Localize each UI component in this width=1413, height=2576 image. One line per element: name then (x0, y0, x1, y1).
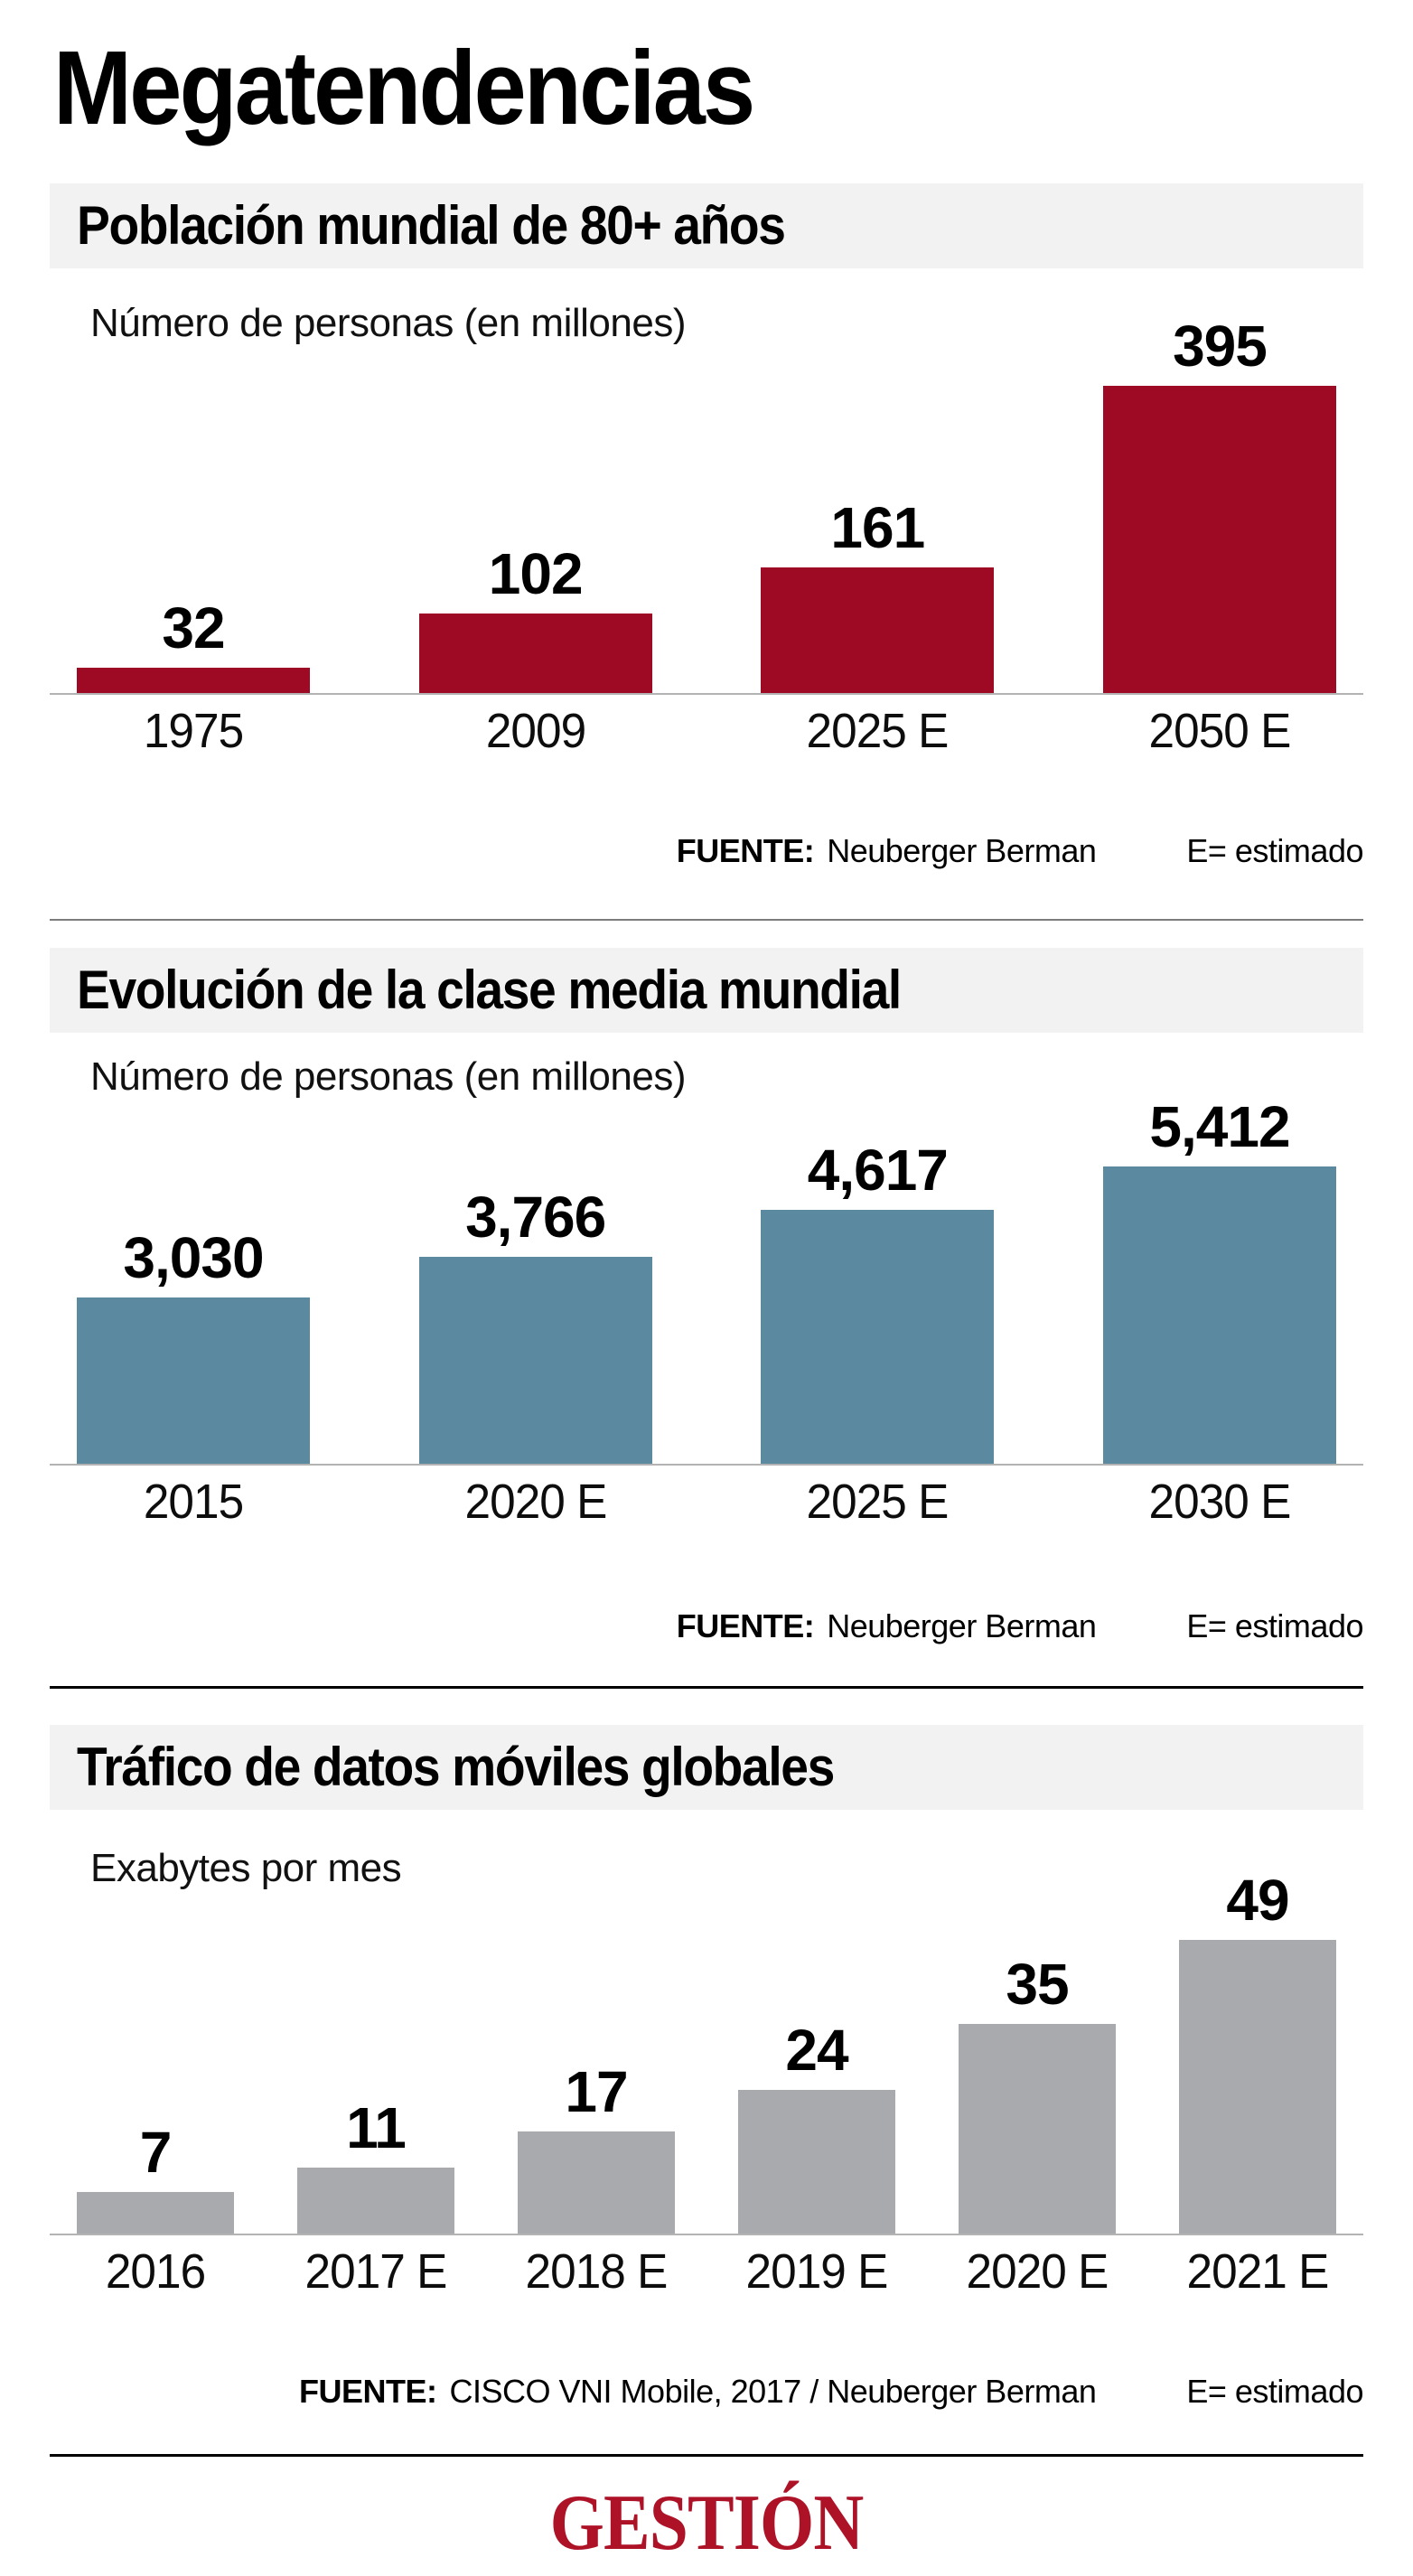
section-divider (50, 918, 1363, 921)
section-header: Tráfico de datos móviles globales (50, 1724, 1363, 1810)
source-text: Neuberger Berman (827, 831, 1097, 869)
source-row: FUENTE: CISCO VNI Mobile, 2017 / Neuberg… (50, 2373, 1363, 2412)
section-divider (50, 1685, 1363, 1689)
bar-value-label: 35 (1006, 1951, 1069, 2017)
footer-divider (50, 2453, 1363, 2457)
bar (761, 567, 995, 693)
x-axis-label: 2030 E (1148, 1474, 1292, 1529)
x-axis-label: 2025 E (806, 703, 950, 758)
x-axis-label: 2015 (143, 1474, 244, 1529)
bar (1179, 1939, 1336, 2234)
x-axis-line (50, 692, 1363, 695)
bar (761, 1209, 995, 1464)
bar-column: 24 (738, 2021, 895, 2234)
bar (1102, 1166, 1336, 1464)
bar-value-label: 7 (139, 2119, 173, 2185)
section-header: Población mundial de 80+ años (50, 183, 1363, 268)
bar-column: 161 (761, 494, 995, 693)
bar-column: 17 (518, 2063, 675, 2234)
gestion-logo: GESTIÓN (549, 2478, 865, 2567)
source-label: FUENTE: (299, 2372, 437, 2410)
bar-value-label: 3,766 (465, 1184, 606, 1250)
estimated-note: E= estimado (1186, 1606, 1363, 1644)
bar-value-label: 32 (162, 595, 225, 660)
bar (297, 2167, 454, 2234)
bar-value-label: 3,030 (123, 1224, 264, 1290)
section-title: Evolución de la clase media mundial (77, 960, 902, 1021)
bar-value-label: 4,617 (807, 1137, 949, 1203)
source-group: FUENTE: Neuberger Berman (677, 832, 1097, 870)
x-axis-label: 2050 E (1148, 703, 1292, 758)
source-text: Neuberger Berman (827, 1606, 1097, 1644)
source-text: CISCO VNI Mobile, 2017 / Neuberger Berma… (449, 2372, 1097, 2410)
source-group: FUENTE: Neuberger Berman (677, 1607, 1097, 1645)
x-axis-line (50, 1463, 1363, 1466)
x-axis-line (50, 2233, 1363, 2235)
bar-column: 11 (297, 2099, 454, 2234)
bar (77, 2191, 234, 2234)
chart-section-middle-class: Evolución de la clase media mundial Núme… (50, 947, 1364, 1647)
x-axis-label: 2025 E (806, 1474, 950, 1529)
bar-value-label: 24 (785, 2017, 848, 2083)
page-title: Megatendencias (53, 29, 755, 146)
chart-subtitle: Número de personas (en millones) (90, 1054, 686, 1099)
x-axis-label: 2020 E (464, 1474, 607, 1529)
chart-section-mobile-data: Tráfico de datos móviles globales Exabyt… (50, 1724, 1363, 2412)
x-axis-label: 2021 E (1186, 2243, 1330, 2299)
x-axis-label: 2017 E (304, 2243, 448, 2299)
source-row: FUENTE: Neuberger Berman E= estimado (50, 831, 1364, 872)
source-label: FUENTE: (676, 1606, 815, 1644)
bar-value-label: 395 (1173, 313, 1268, 379)
bar-column: 395 (1102, 313, 1336, 693)
x-axis-label: 2016 (105, 2243, 206, 2299)
x-axis-label: 1975 (143, 703, 244, 758)
footer: GESTIÓN (50, 2478, 1363, 2567)
bar-value-label: 161 (830, 494, 925, 560)
bar (418, 613, 652, 693)
bar-column: 32 (77, 599, 310, 693)
x-axis-labels: 2016 2017 E 2018 E 2019 E 2020 E 2021 E (50, 2246, 1363, 2300)
x-axis-labels: 2015 2020 E 2025 E 2030 E (50, 1476, 1363, 1531)
bar-chart-plot: 7 11 17 24 35 49 (50, 1868, 1363, 2234)
section-title: Población mundial de 80+ años (77, 195, 786, 257)
estimated-note: E= estimado (1186, 2372, 1363, 2410)
x-axis-label: 2018 E (525, 2243, 669, 2299)
bar (77, 1297, 310, 1464)
bar-column: 49 (1179, 1871, 1336, 2234)
bar-value-label: 49 (1226, 1867, 1289, 1933)
bar (518, 2131, 675, 2234)
estimated-note: E= estimado (1186, 831, 1363, 869)
x-axis-label: 2019 E (745, 2243, 889, 2299)
chart-subtitle: Exabytes por mes (90, 1845, 402, 1890)
bar-value-label: 5,412 (1149, 1093, 1290, 1159)
source-group: FUENTE: CISCO VNI Mobile, 2017 / Neuberg… (299, 2372, 1097, 2411)
chart-subtitle: Número de personas (en millones) (90, 300, 686, 345)
bar-chart-plot: 32 102 161 395 (50, 314, 1363, 693)
chart-section-population-80plus: Población mundial de 80+ años Número de … (50, 183, 1363, 872)
x-axis-label: 2020 E (966, 2243, 1109, 2299)
section-title: Tráfico de datos móviles globales (77, 1737, 835, 1798)
bar-column: 4,617 (761, 1137, 995, 1464)
bar-value-label: 11 (346, 2094, 407, 2160)
bar-column: 5,412 (1102, 1093, 1336, 1464)
source-label: FUENTE: (676, 831, 815, 869)
x-axis-label: 2009 (485, 703, 585, 758)
bar (1102, 385, 1336, 693)
bar-column: 35 (959, 1955, 1116, 2234)
source-row: FUENTE: Neuberger Berman E= estimado (50, 1606, 1364, 1647)
bar-column: 102 (418, 540, 652, 693)
bar (77, 667, 310, 693)
bar (959, 2023, 1116, 2234)
bar-value-label: 17 (565, 2058, 628, 2124)
bar-value-label: 102 (488, 540, 584, 606)
bar (418, 1256, 652, 1464)
bar (738, 2089, 895, 2234)
bar-column: 3,766 (418, 1184, 652, 1464)
bar-column: 3,030 (77, 1229, 310, 1464)
bar-column: 7 (77, 2123, 234, 2234)
section-header: Evolución de la clase media mundial (50, 947, 1363, 1033)
bar-chart-plot: 3,030 3,766 4,617 5,412 (50, 1094, 1363, 1464)
x-axis-labels: 1975 2009 2025 E 2050 E (50, 706, 1363, 760)
